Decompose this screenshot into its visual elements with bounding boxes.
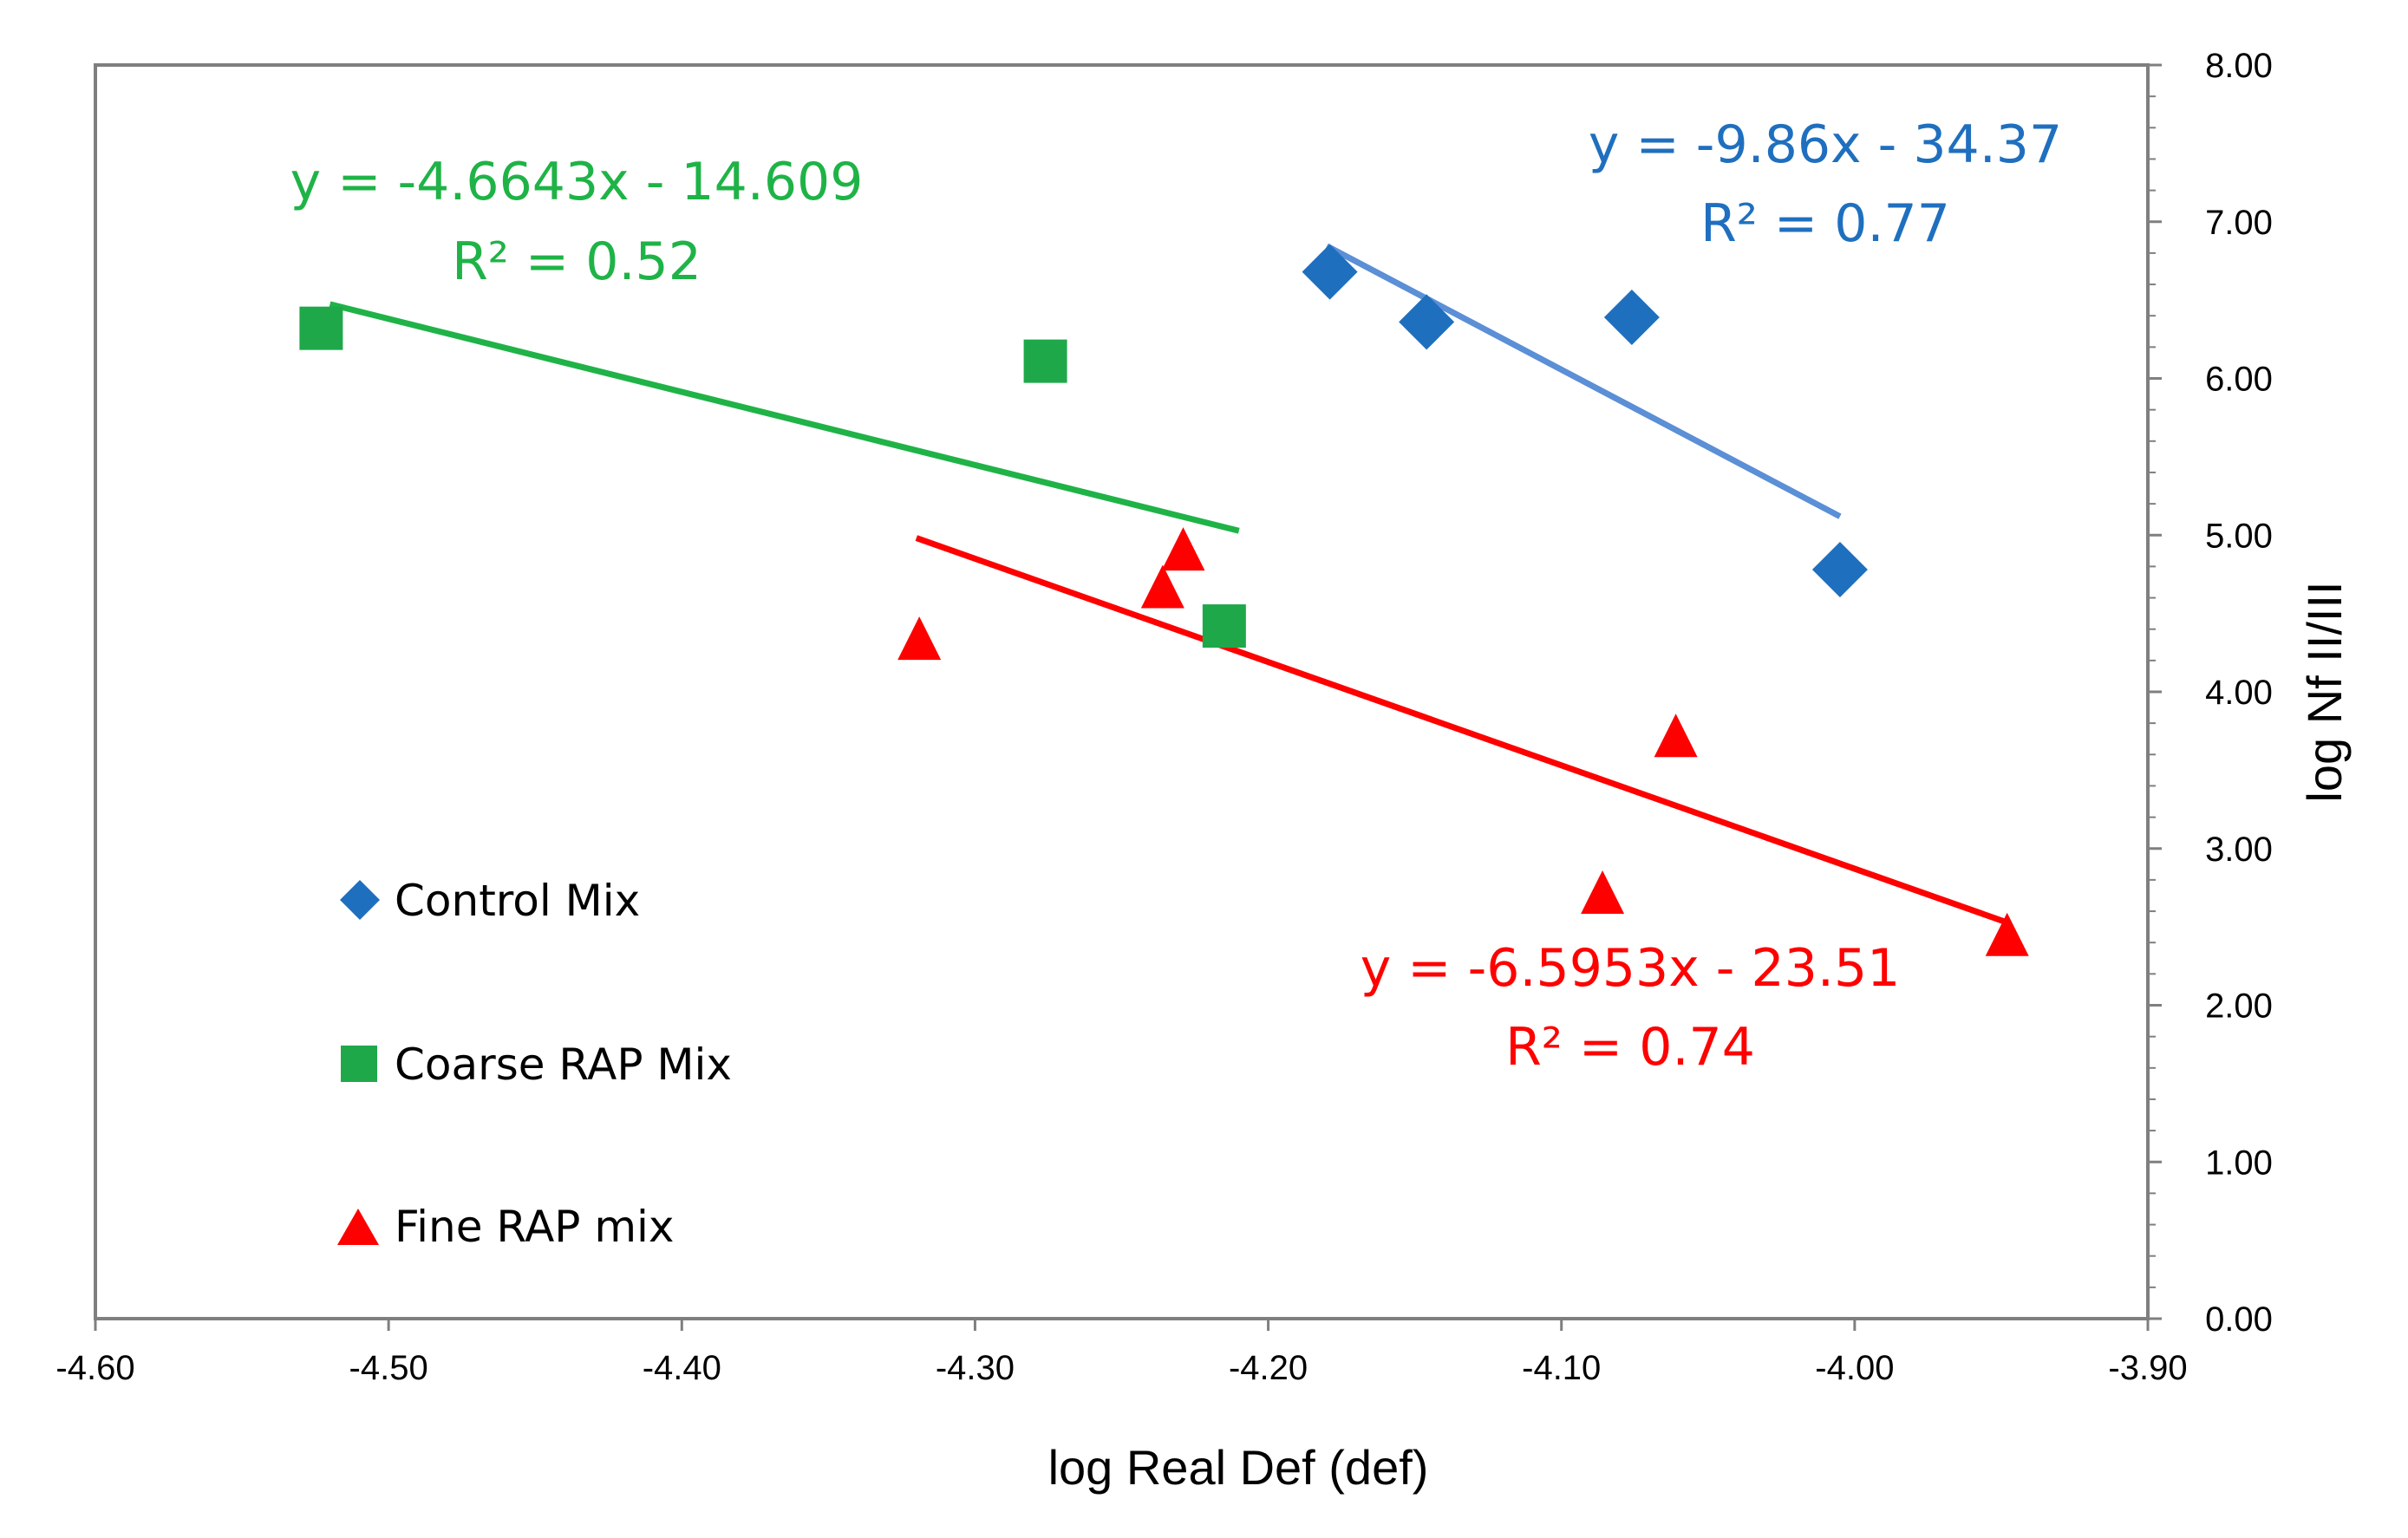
point-control-mix [1603,290,1660,346]
y-tick-label: 1.00 [2205,1144,2273,1182]
legend-item-coarse-rap-mix: Coarse RAP Mix [341,1039,732,1090]
legend-item-control-mix: Control Mix [340,876,640,926]
point-coarse-rap-mix [299,306,343,350]
y-tick-label: 3.00 [2205,831,2273,869]
y-tick-label: 2.00 [2205,987,2273,1026]
point-control-mix [1811,542,1868,598]
point-fine-rap-mix [897,616,942,661]
point-coarse-rap-mix [1202,604,1246,648]
x-tick-label: -4.10 [1522,1349,1601,1387]
y-tick-label: 8.00 [2205,47,2273,85]
legend: Control Mix Coarse RAP Mix Fine RAP mix [337,876,732,1252]
point-fine-rap-mix [1654,714,1698,758]
legend-label-coarse-rap-mix: Coarse RAP Mix [395,1039,732,1090]
y-tick-label: 4.00 [2205,674,2273,712]
x-axis-ticks: -4.60 -4.50 -4.40 -4.30 -4.20 -4.10 -4.00 -3.90 [55,1319,2188,1387]
r-squared-coarse-rap-mix: R² = 0.52 [452,231,702,292]
trendline-annotation-coarse: y = -4.6643x - 14.609 R² = 0.52 [290,152,864,292]
x-tick-label: -4.50 [349,1349,428,1387]
trendline-fine-rap-mix [915,535,2008,926]
equation-control-mix: y = -9.86x - 34.37 [1589,114,2062,175]
x-tick-label: -3.90 [2108,1349,2187,1387]
trendlines [329,243,2008,926]
trendline-coarse-rap-mix [329,301,1240,534]
plot-area [94,63,2150,1320]
trendline-annotation-fine: y = -6.5953x - 23.51 R² = 0.74 [1361,938,1901,1078]
point-fine-rap-mix [1140,564,1184,609]
y-tick-label: 6.00 [2205,361,2273,399]
point-coarse-rap-mix [1023,339,1067,383]
x-tick-label: -4.40 [643,1349,721,1387]
y-axis-title: log Nf II/III [2297,581,2352,802]
equation-coarse-rap-mix: y = -4.6643x - 14.609 [290,152,864,212]
x-tick-label: -4.30 [936,1349,1015,1387]
y-tick-label: 7.00 [2205,204,2273,242]
y-tick-label: 0.00 [2205,1300,2273,1339]
r-squared-fine-rap-mix: R² = 0.74 [1505,1017,1755,1078]
legend-item-fine-rap-mix: Fine RAP mix [337,1202,675,1252]
x-axis-title: log Real Def (def) [1048,1440,1429,1495]
legend-label-control-mix: Control Mix [395,876,640,926]
y-axis-ticks: 0.00 1.00 2.00 3.00 4.00 5.00 6.00 7.00 8.00 [2148,47,2273,1339]
point-fine-rap-mix [1161,527,1205,571]
legend-label-fine-rap-mix: Fine RAP mix [395,1202,675,1252]
y-tick-label: 5.00 [2205,517,2273,555]
legend-square-marker [341,1046,377,1082]
x-tick-label: -4.20 [1229,1349,1308,1387]
point-control-mix [1302,244,1358,300]
point-control-mix [1399,294,1455,350]
legend-diamond-marker [340,880,380,920]
trendline-annotation-control: y = -9.86x - 34.37 R² = 0.77 [1589,114,2062,254]
r-squared-control-mix: R² = 0.77 [1700,193,1950,254]
data-points [299,244,2029,956]
x-tick-label: -4.00 [1815,1349,1894,1387]
x-tick-label: -4.60 [55,1349,134,1387]
point-fine-rap-mix [1581,870,1625,914]
equation-fine-rap-mix: y = -6.5953x - 23.51 [1361,938,1901,999]
legend-triangle-marker [337,1209,379,1245]
trendline-control-mix [1325,243,1842,519]
point-fine-rap-mix [1985,912,2029,956]
